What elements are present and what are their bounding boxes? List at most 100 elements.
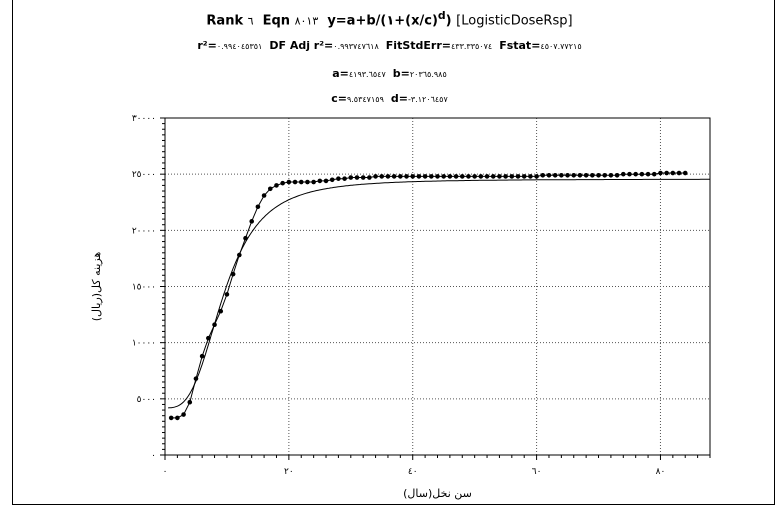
x-tick-label: ٨٠: [656, 467, 666, 477]
data-point: [546, 172, 552, 178]
a-value: ٤١٩٣.٦٥٤٧: [348, 70, 386, 79]
adj-r2-value: ٠.٩٩٣٧٤٧٦١٨: [333, 42, 379, 51]
x-tick-label: ٢٠: [284, 467, 294, 477]
data-point: [391, 174, 397, 179]
data-point: [342, 176, 347, 181]
data-point: [447, 174, 453, 179]
data-point: [435, 174, 440, 179]
b-value: ٢٠٣٦٥.٩٨٥: [409, 70, 447, 79]
data-point: [627, 171, 632, 177]
data-point: [243, 235, 248, 241]
data-point: [664, 170, 669, 176]
data-point: [410, 174, 416, 179]
data-point: [168, 415, 174, 421]
y-tick-label: ٣٠٠٠٠: [132, 114, 156, 124]
data-point: [317, 178, 323, 184]
data-point: [249, 219, 255, 224]
data-point: [521, 174, 527, 179]
y-tick-label: ٢٠٠٠٠: [132, 226, 156, 236]
y-tick-label: ٠: [151, 451, 156, 461]
adj-r2-label: DF Adj r²=: [269, 39, 334, 52]
data-point: [590, 172, 595, 178]
x-tick-label: ٠: [163, 467, 168, 477]
eqn-label: Eqn: [262, 13, 291, 29]
data-point: [682, 170, 688, 176]
data-point: [193, 376, 199, 381]
data-point: [286, 179, 292, 185]
data-point: [466, 174, 471, 179]
data-point: [373, 174, 378, 179]
data-point: [237, 252, 242, 258]
data-point: [453, 174, 459, 179]
data-point: [509, 174, 515, 179]
d-label: d=: [390, 92, 408, 105]
y-tick-label: ١٠٠٠٠: [132, 339, 156, 349]
data-point: [490, 174, 496, 179]
data-point: [305, 179, 310, 185]
data-point: [620, 171, 626, 177]
data-point: [528, 174, 533, 179]
a-label: a=: [332, 67, 349, 80]
c-value: ٩.٥٣٤٧١٥٩: [346, 95, 384, 104]
data-point: [311, 179, 316, 185]
data-point: [367, 175, 372, 180]
data-point: [472, 174, 477, 179]
data-point: [651, 171, 657, 177]
data-point: [429, 174, 434, 179]
data-point: [385, 174, 391, 179]
y-tick-label: ٢٥٠٠٠: [132, 170, 156, 180]
fit-curve: [168, 178, 710, 409]
eqn-value: ٨٠١٣: [294, 14, 319, 28]
y-tick-label: ٥٠٠٠: [137, 395, 156, 405]
data-point: [645, 171, 651, 177]
data-point: [224, 292, 230, 297]
data-point: [571, 172, 577, 178]
data-point: [230, 271, 236, 277]
data-point: [398, 174, 403, 179]
rank-value: ٦: [247, 14, 254, 28]
params-line-ab: a=٤١٩٣.٦٥٤٧ b=٢٠٣٦٥.٩٨٥: [0, 67, 779, 80]
r2-value: ٠.٩٩٤٠٤٥٣٥١: [216, 42, 263, 51]
data-point: [577, 172, 583, 178]
data-point: [255, 204, 261, 210]
fitstderr-label: FitStdErr=: [385, 39, 451, 52]
data-point: [175, 415, 180, 421]
data-point: [298, 179, 304, 185]
equation-exponent: d: [437, 9, 446, 22]
x-axis-label: سن نخل(سال): [403, 487, 472, 500]
data-point: [639, 171, 645, 177]
data-point: [267, 186, 273, 192]
y-axis-label: هزینه کل(ریال): [90, 252, 103, 322]
data-point: [658, 170, 663, 176]
data-point: [608, 172, 614, 178]
fstat-value: ٤٥٠٧.٧٧٢١٥: [540, 42, 582, 51]
data-point: [329, 177, 335, 183]
data-point: [218, 308, 224, 314]
data-point: [348, 175, 354, 180]
data-point: [478, 174, 484, 179]
data-point: [199, 353, 205, 359]
data-point: [633, 171, 638, 177]
data-point: [515, 174, 521, 179]
data-point: [261, 193, 267, 198]
c-label: c=: [331, 92, 347, 105]
data-point: [596, 172, 601, 178]
data-point: [503, 174, 508, 179]
data-point: [540, 172, 546, 178]
d-value: -٣.١٢٠٦٤٥٧: [407, 95, 448, 104]
b-label: b=: [392, 67, 410, 80]
y-tick-label: ١٥٠٠٠: [132, 283, 156, 293]
chart-frame: [12, 0, 775, 505]
data-point: [559, 172, 564, 178]
data-point: [676, 170, 682, 176]
data-point: [181, 412, 186, 417]
data-point: [614, 172, 620, 178]
fitstderr-value: ٤٣٣.٣٣٥٠٧٤: [450, 42, 493, 51]
data-point: [497, 174, 502, 179]
data-point: [292, 179, 298, 185]
axis-ticks: ٠ ٢٠ ٤٠ ٦٠ ٨٠ ٠ ٥٠٠٠ ١٠٠٠٠ ١٥٠٠٠ ٢٠٠٠٠ ٢٥٠٠٠ ٣٠٠٠٠: [132, 114, 711, 477]
data-point: [565, 172, 570, 178]
data-point: [336, 176, 341, 181]
data-point: [583, 172, 589, 178]
